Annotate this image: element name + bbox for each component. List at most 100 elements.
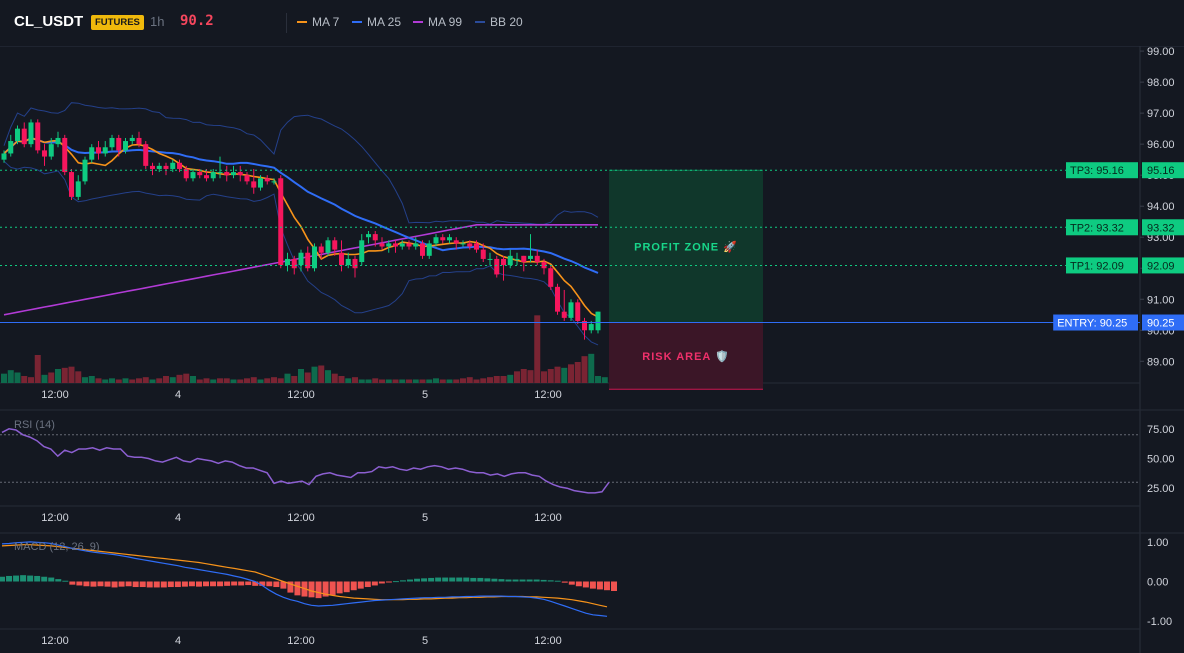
candle-body — [35, 122, 41, 151]
macd-histogram-bar — [210, 581, 217, 587]
volume-bar — [183, 373, 190, 383]
volume-bar — [88, 376, 95, 383]
macd-histogram-bar — [238, 581, 245, 586]
macd-tick-label: 1.00 — [1147, 537, 1168, 549]
candle-body — [433, 237, 439, 244]
candle-body — [426, 243, 432, 256]
macd-tick-label: -1.00 — [1147, 616, 1172, 628]
volume-bar — [223, 378, 230, 383]
candle-body — [312, 246, 317, 269]
legend-ma25[interactable]: MA 25 — [352, 15, 401, 29]
candle-body — [474, 243, 479, 250]
volume-bar — [271, 377, 277, 383]
candle-body — [285, 258, 290, 266]
volume-bar — [473, 379, 480, 383]
macd-histogram-bar — [421, 578, 428, 582]
volume-bar — [534, 315, 541, 383]
time-tick-label: 12:00 — [534, 512, 562, 524]
volume-bar — [527, 370, 534, 383]
candle-body — [494, 258, 500, 275]
macd-histogram-bar — [287, 581, 294, 593]
candle-body — [177, 162, 182, 169]
volume-bar — [264, 378, 271, 383]
candle-body — [271, 181, 277, 183]
time-tick-label: 12:00 — [41, 512, 69, 524]
time-tick-label: 12:00 — [534, 635, 562, 647]
volume-bar — [487, 377, 493, 383]
candle-body — [460, 243, 466, 245]
candle-body — [379, 243, 385, 247]
volume-bar — [433, 378, 439, 383]
macd-histogram-bar — [343, 581, 350, 593]
candle-body — [264, 178, 270, 182]
macd-histogram-bar — [399, 580, 406, 582]
macd-histogram-bar — [491, 578, 498, 582]
macd-histogram-bar — [160, 581, 167, 588]
candle-body — [588, 324, 594, 331]
macd-histogram-bar — [41, 576, 48, 582]
macd-histogram-bar — [596, 581, 603, 590]
rsi-title: RSI (14) — [14, 419, 55, 431]
candle-body — [420, 243, 425, 256]
candle-body — [258, 178, 263, 188]
candle-body — [480, 249, 486, 259]
volume-bar — [514, 371, 520, 383]
volume-bar — [190, 376, 196, 383]
macd-histogram-bar — [589, 581, 596, 589]
volume-bar — [372, 378, 379, 383]
macd-histogram-bar — [611, 581, 617, 591]
candle-body — [447, 237, 452, 241]
rsi-tick-label: 25.00 — [1147, 483, 1175, 495]
volume-bar — [392, 379, 399, 383]
volume-bar — [176, 374, 183, 383]
price-axis-tag-label: 92.09 — [1147, 260, 1175, 272]
legend-label: MA 25 — [367, 15, 402, 29]
macd-histogram-bar — [0, 576, 5, 582]
price-tick-label: 96.00 — [1147, 139, 1175, 151]
macd-histogram-bar — [76, 581, 83, 586]
candle-body — [190, 172, 196, 179]
candle-body — [102, 147, 108, 154]
macd-histogram-bar — [259, 581, 266, 586]
macd-histogram-bar — [505, 579, 512, 582]
volume-bar — [352, 377, 358, 383]
candle-body — [96, 147, 101, 154]
volume-bar — [379, 379, 385, 383]
volume-bar — [338, 376, 345, 383]
time-tick-label: 5 — [422, 512, 428, 524]
legend-label: MA 7 — [312, 15, 340, 29]
legend-bb20[interactable]: BB 20 — [475, 15, 523, 29]
macd-histogram-bar — [519, 579, 526, 582]
legend-ma7[interactable]: MA 7 — [297, 15, 339, 29]
volume-bar — [547, 369, 554, 383]
candle-body — [15, 128, 20, 142]
macd-histogram-bar — [498, 579, 505, 582]
macd-histogram-bar — [540, 579, 547, 582]
macd-histogram-bar — [132, 581, 139, 588]
macd-histogram-bar — [568, 581, 575, 585]
candle-body — [21, 128, 27, 145]
volume-bar — [41, 374, 48, 383]
legend-label: MA 99 — [428, 15, 463, 29]
candle-body — [183, 168, 189, 179]
price-axis-tag-label: 95.16 — [1147, 165, 1175, 177]
volume-bar — [574, 362, 581, 383]
candle-body — [345, 258, 351, 266]
price-tick-label: 91.00 — [1147, 294, 1175, 306]
candle-body — [129, 137, 135, 142]
candle-body — [136, 137, 142, 145]
legend-ma99[interactable]: MA 99 — [413, 15, 462, 29]
legend-label: BB 20 — [490, 15, 523, 29]
timeframe-selector[interactable]: 1h — [150, 14, 165, 29]
take-profit-tag — [1066, 162, 1138, 179]
time-tick-label: 12:00 — [287, 635, 315, 647]
price-tick-label: 89.00 — [1147, 356, 1175, 368]
macd-histogram-bar — [449, 577, 456, 582]
symbol-name[interactable]: CL_USDT — [14, 13, 84, 30]
time-tick-label: 12:00 — [41, 635, 69, 647]
macd-histogram-bar — [442, 577, 449, 582]
price-axis-tag — [1142, 314, 1184, 331]
macd-histogram-bar — [435, 577, 442, 582]
time-tick-label: 12:00 — [287, 389, 315, 401]
